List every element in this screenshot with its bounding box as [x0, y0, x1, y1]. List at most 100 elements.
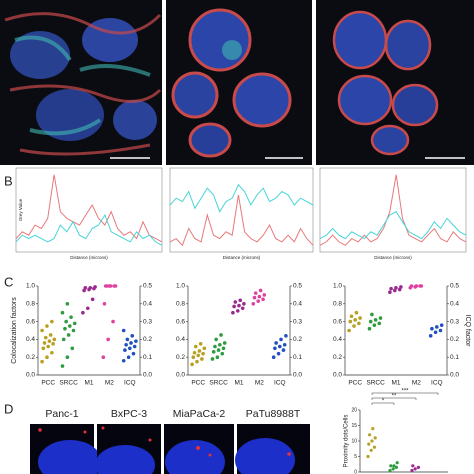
data-point [372, 445, 376, 449]
x-tick-label: PCC [41, 380, 55, 387]
data-point [353, 318, 358, 322]
data-point [70, 346, 75, 351]
data-point [414, 284, 419, 288]
data-point [63, 326, 67, 331]
data-point [370, 439, 374, 443]
y-tick-label: 0.4 [26, 336, 35, 343]
cell [188, 122, 232, 158]
data-point [134, 339, 138, 343]
data-point [216, 348, 221, 352]
data-point [123, 348, 127, 352]
data-point [48, 333, 53, 337]
y2-tick-label: 0.3 [143, 318, 152, 325]
data-point [416, 465, 420, 469]
data-point [232, 304, 236, 309]
plot-area [319, 167, 467, 253]
y2-tick-label: 0.5 [450, 283, 459, 290]
data-point [202, 346, 207, 351]
data-point [222, 341, 227, 345]
x-axis-label: Distance (microns) [223, 255, 261, 260]
y-tick-label: 0.4 [176, 336, 185, 343]
profile-line [319, 174, 467, 246]
data-point [373, 436, 377, 440]
data-point [195, 359, 199, 364]
data-point [113, 284, 118, 288]
cell [384, 19, 432, 71]
y-tick-label: 1.0 [176, 283, 185, 290]
data-point [369, 448, 373, 452]
significance-bracket [371, 402, 395, 405]
y2-tick-label: 0.0 [143, 372, 152, 379]
y-tick-label: 1.0 [333, 283, 342, 290]
panel-label: D [4, 401, 13, 416]
cell [391, 83, 439, 127]
data-point [40, 328, 44, 333]
panel-label: B [4, 173, 13, 188]
data-point [279, 337, 283, 342]
data-point [90, 297, 95, 302]
data-point [366, 454, 370, 459]
data-point [46, 344, 50, 349]
x-tick-label: SRCC [366, 380, 385, 387]
data-point [391, 467, 395, 471]
data-point [358, 316, 362, 320]
data-point [348, 319, 353, 324]
y2-tick-label: 0.4 [450, 301, 459, 308]
profile-line [169, 183, 314, 213]
profile-line [15, 213, 163, 246]
data-point [190, 362, 194, 367]
data-point [389, 464, 393, 468]
data-point [218, 342, 222, 347]
significance-label: ** [392, 394, 397, 400]
data-point [81, 310, 85, 315]
proximity-dot [208, 453, 212, 457]
y2-tick-label: 0.3 [450, 318, 459, 325]
data-point [121, 328, 126, 333]
data-point [200, 357, 204, 361]
y-tick-label: 0.0 [176, 372, 185, 379]
data-point [69, 315, 73, 319]
data-point [256, 299, 260, 303]
data-point [220, 351, 225, 356]
data-point [284, 334, 288, 338]
data-point [68, 324, 72, 328]
y-axis-label: Colocalization factors [11, 297, 18, 364]
y2-tick-label: 0.2 [450, 336, 459, 343]
data-point [438, 328, 443, 333]
x-tick-label: M1 [391, 380, 400, 387]
y2-tick-label: 0.1 [293, 354, 302, 361]
y-tick-label: 5 [354, 454, 357, 460]
data-point [50, 350, 54, 355]
data-point [238, 298, 243, 303]
x-tick-label: SRCC [59, 380, 78, 387]
data-point [430, 326, 434, 331]
data-point [51, 342, 55, 346]
proximity-dot [83, 430, 87, 434]
y2-axis-label: ICQ factor [464, 315, 471, 348]
y-tick-label: 0.6 [333, 318, 342, 325]
x-axis-label: Distance (microns) [374, 255, 412, 260]
data-point [213, 344, 217, 349]
data-point [71, 328, 76, 333]
data-point [221, 346, 226, 351]
y-tick-label: 0.0 [26, 372, 35, 379]
data-point [106, 337, 110, 342]
profile-line [169, 194, 314, 247]
cell-line-title: PaTu8988T [246, 408, 301, 420]
data-point [88, 285, 93, 290]
significance-label: *** [401, 389, 409, 395]
cytoplasm [14, 35, 151, 136]
data-point [258, 288, 263, 293]
data-point [378, 316, 383, 320]
significance-bracket [371, 397, 417, 400]
x-tick-label: PCC [191, 380, 205, 387]
data-point [196, 353, 200, 358]
cell [332, 10, 388, 70]
data-point [93, 285, 97, 289]
nucleus [235, 438, 295, 474]
data-point [282, 342, 287, 347]
y-tick-label: 0.4 [333, 336, 342, 343]
data-point [201, 351, 205, 356]
data-point [377, 321, 382, 326]
y2-tick-label: 0.3 [293, 318, 302, 325]
